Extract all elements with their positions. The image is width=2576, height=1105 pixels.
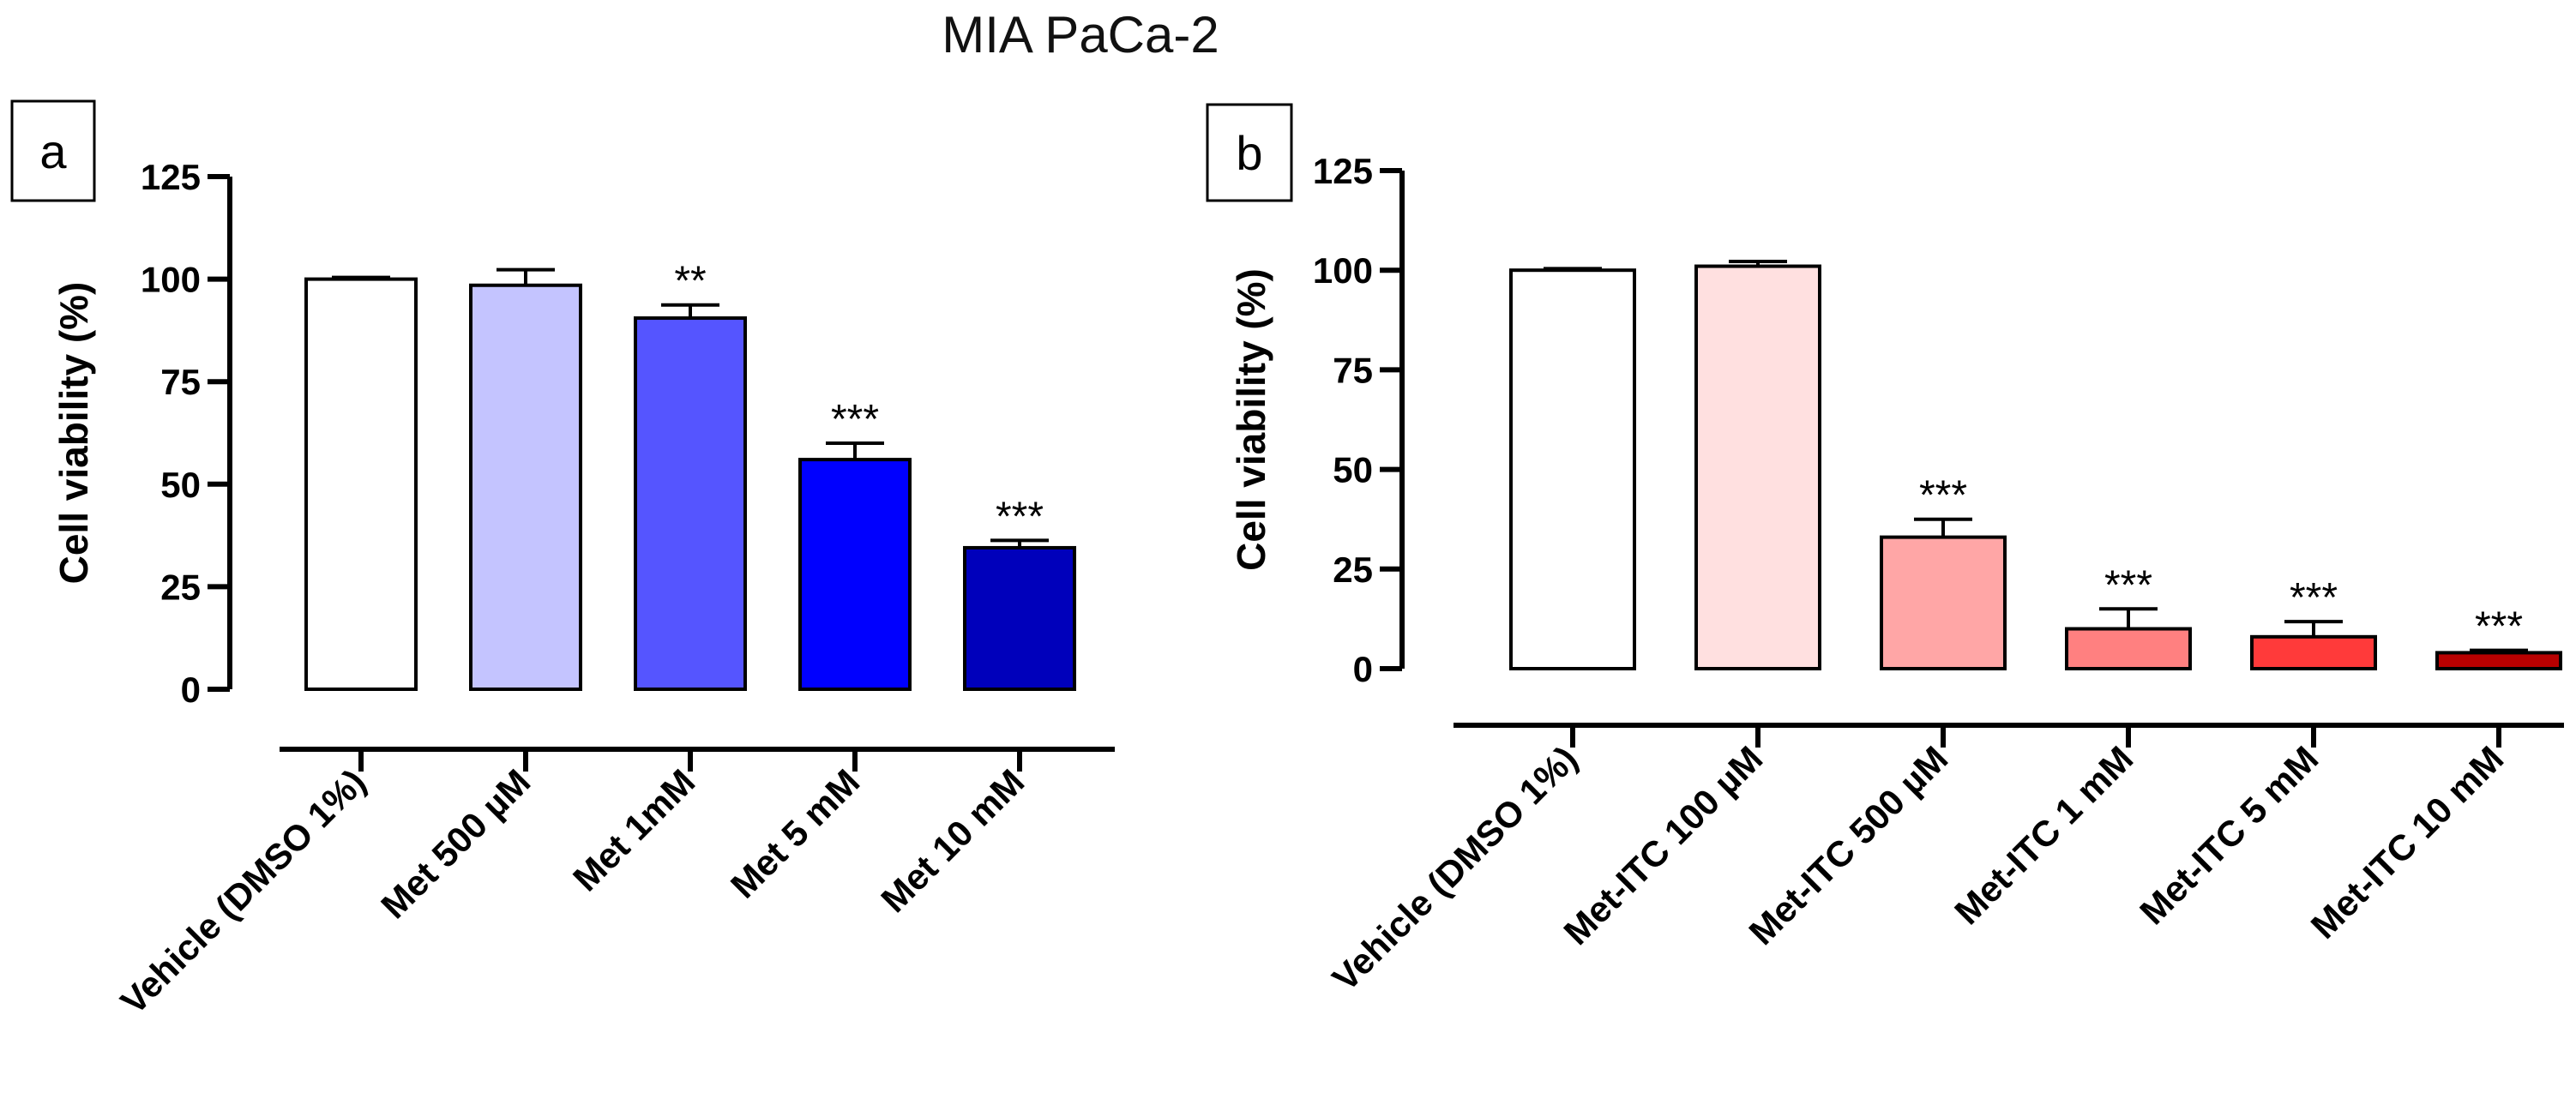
- panel-b-bar: [1694, 264, 1821, 670]
- panel-a-category-label: Met 5 mM: [723, 761, 868, 906]
- panel-b-bar: [2250, 634, 2377, 670]
- panel-b-category-label: Vehicle (DMSO 1%): [1324, 738, 1585, 999]
- panel-a-category-label: Met 500 µM: [373, 761, 538, 926]
- panel-b-ytick-label: 50: [1333, 450, 1373, 490]
- panel-a-bar: [469, 283, 582, 691]
- panel-b-label: b: [1236, 126, 1262, 180]
- figure-title: MIA PaCa-2: [942, 6, 1219, 63]
- panel-b-significance: ***: [1919, 473, 1967, 519]
- panel-a-significance: **: [674, 259, 706, 304]
- panel-a-category-label: Met 1mM: [565, 761, 702, 898]
- panel-b-y-axis-label: Cell viability (%): [1229, 268, 1273, 571]
- panel-a-ytick-label: 50: [160, 465, 201, 505]
- panel-b-category-label: Met-ITC 5 mM: [2132, 738, 2326, 932]
- panel-a-ytick-label: 0: [181, 670, 201, 710]
- panel-b-ytick-label: 0: [1353, 649, 1373, 689]
- panel-a-ytick-label: 125: [141, 157, 201, 197]
- panel-a-bar: [798, 458, 912, 691]
- panel-a-bar: [634, 316, 747, 691]
- panel-a-category-label: Vehicle (DMSO 1%): [112, 761, 373, 1022]
- panel-a-ytick-label: 75: [160, 362, 201, 402]
- panel-a-significance: ***: [996, 494, 1044, 539]
- panel-b-bar: [2435, 651, 2562, 671]
- panel-b-significance: ***: [2290, 575, 2338, 621]
- panel-a-category-label: Met 10 mM: [873, 761, 1032, 920]
- panel-a-significance: ***: [831, 397, 879, 442]
- panel-b-bar: [2065, 627, 2192, 671]
- panel-b-significance: ***: [2475, 604, 2523, 650]
- panel-b-category-label: Met-ITC 1 mM: [1947, 738, 2140, 932]
- panel-a-ytick-label: 25: [160, 567, 201, 607]
- panel-b-category-label: Met-ITC 100 µM: [1556, 738, 1770, 952]
- panel-a-ytick-label: 100: [141, 260, 201, 300]
- panel-a-label-box: [10, 99, 96, 202]
- panel-b-label-box: [1206, 103, 1293, 202]
- panel-b-bar: [1880, 535, 2007, 671]
- panel-b-bar: [1509, 268, 1636, 670]
- panel-b-category-label: Met-ITC 500 µM: [1741, 738, 1955, 952]
- panel-a-y-axis-label: Cell viability (%): [51, 282, 96, 585]
- panel-b-ytick-label: 75: [1333, 350, 1373, 390]
- panel-b-ytick-label: 125: [1313, 151, 1373, 191]
- panel-b-ytick-label: 100: [1313, 250, 1373, 291]
- panel-b-ytick-label: 25: [1333, 549, 1373, 590]
- panel-a-bar: [304, 277, 418, 691]
- panel-a-label: a: [39, 124, 67, 178]
- panel-b-significance: ***: [2104, 562, 2152, 608]
- panel-b-category-label: Met-ITC 10 mM: [2303, 738, 2512, 946]
- panel-a-bar: [963, 545, 1076, 692]
